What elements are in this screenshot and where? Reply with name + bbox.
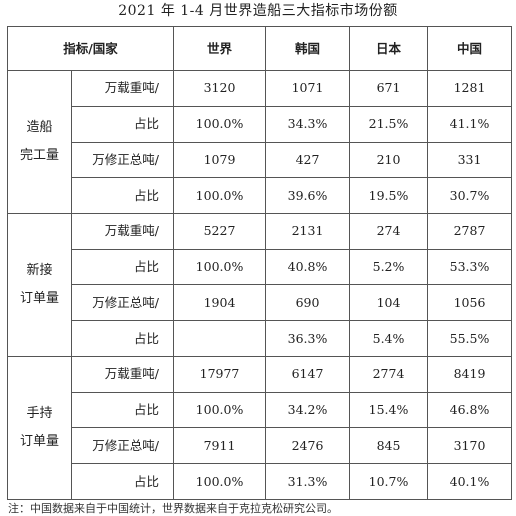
world-value-cell [173, 320, 267, 357]
japan-value-cell: 210 [349, 141, 429, 179]
table-row: 新接 订单量 万载重吨/5227 2131 274 2787 [7, 213, 513, 357]
china-value-cell: 1056 [427, 284, 513, 322]
china-value-cell: 30.7% [427, 177, 513, 214]
metric-group-line2: 订单量 [19, 290, 59, 306]
metric-group-line1: 新接 [26, 262, 53, 278]
world-value-cell: 7911 [173, 427, 267, 465]
metric-group-label: 手持 订单量 [7, 355, 72, 501]
unit-cell: 万修正总吨/ [70, 284, 175, 322]
china-value-cell: 55.5% [427, 320, 513, 357]
japan-value-cell: 5.2% [349, 248, 429, 286]
korea-value-cell: 34.3% [265, 105, 351, 143]
metric-group-line2: 完工量 [19, 148, 59, 164]
table-row: 万修正总吨/1904 690 104 1056 [8, 284, 513, 322]
metric-group-label: 造船 完工量 [7, 70, 72, 214]
world-value-cell: 100.0% [173, 463, 267, 500]
china-value-cell: 331 [427, 141, 513, 179]
china-value-cell: 46.8% [427, 391, 513, 429]
table-row: 手持 订单量 万载重吨/17977 6147 2774 8419 [7, 355, 513, 501]
japan-value-cell: 2774 [349, 355, 429, 393]
world-value-cell: 100.0% [173, 248, 267, 286]
japan-value-cell: 671 [349, 70, 429, 107]
japan-value-cell: 5.4% [349, 320, 429, 357]
japan-value-cell: 15.4% [349, 391, 429, 429]
korea-value-cell: 690 [265, 284, 351, 322]
world-value-cell: 100.0% [173, 391, 267, 429]
korea-value-cell: 6147 [265, 355, 351, 393]
table-row: 万修正总吨/1079 427 210 331 [8, 141, 513, 179]
world-value-cell: 17977 [173, 355, 267, 393]
korea-value-cell: 2476 [265, 427, 351, 465]
china-value-cell: 40.1% [427, 463, 513, 500]
footnote: 注：中国数据来自于中国统计，世界数据来自于克拉克松研究公司。 [8, 502, 338, 515]
metric-group-line2: 订单量 [19, 433, 59, 449]
unit-cell: 万修正总吨/ [70, 141, 175, 179]
metric-group-label: 新接 订单量 [7, 213, 72, 357]
korea-value-cell: 39.6% [265, 177, 351, 214]
header-japan: 日本 [349, 25, 429, 72]
table-row: 占比 100.0% 40.8% 5.2% 53.3% [8, 248, 513, 286]
table-row: 造船 完工量 万载重吨/3120 1071 671 1281 [7, 70, 513, 214]
japan-value-cell: 845 [349, 427, 429, 465]
table-row: 占比 100.0% 34.3% 21.5% 41.1% [8, 105, 513, 143]
japan-value-cell: 19.5% [349, 177, 429, 214]
market-share-table: 指标/国家 世界 韩国 日本 中国 造船 完工量 万载重吨/3120 1071 671 1… [6, 25, 513, 501]
korea-value-cell: 2131 [265, 213, 351, 250]
japan-value-cell: 274 [349, 213, 429, 250]
table-row: 万修正总吨/7911 2476 845 3170 [8, 427, 513, 465]
japan-value-cell: 21.5% [349, 105, 429, 143]
unit-cell: 万载重吨/ [70, 355, 175, 393]
world-value-cell: 1904 [173, 284, 267, 322]
world-value-cell: 1079 [173, 141, 267, 179]
korea-value-cell: 1071 [265, 70, 351, 107]
world-value-cell: 100.0% [173, 105, 267, 143]
world-value-cell: 5227 [173, 213, 267, 250]
korea-value-cell: 31.3% [265, 463, 351, 500]
japan-value-cell: 104 [349, 284, 429, 322]
unit-cell: 占比 [70, 105, 175, 143]
korea-value-cell: 427 [265, 141, 351, 179]
header-china: 中国 [427, 25, 513, 72]
korea-value-cell: 40.8% [265, 248, 351, 286]
unit-cell: 占比 [70, 320, 175, 357]
metric-group-line1: 手持 [26, 405, 53, 421]
china-value-cell: 1281 [427, 70, 513, 107]
header-metric-country: 指标/国家 [6, 25, 175, 72]
unit-cell: 万载重吨/ [70, 213, 175, 250]
korea-value-cell: 34.2% [265, 391, 351, 429]
china-value-cell: 2787 [427, 213, 513, 250]
china-value-cell: 53.3% [427, 248, 513, 286]
china-value-cell: 41.1% [427, 105, 513, 143]
header-korea: 韩国 [265, 25, 351, 72]
table-row: 占比 100.0% 31.3% 10.7% 40.1% [8, 463, 513, 500]
unit-cell: 占比 [70, 463, 175, 500]
china-value-cell: 3170 [427, 427, 513, 465]
header-row: 指标/国家 世界 韩国 日本 中国 [6, 25, 513, 72]
unit-cell: 万载重吨/ [70, 70, 175, 107]
metric-group-line1: 造船 [26, 120, 53, 136]
world-value-cell: 100.0% [173, 177, 267, 214]
unit-cell: 占比 [70, 391, 175, 429]
header-world: 世界 [173, 25, 267, 72]
unit-cell: 占比 [70, 177, 175, 214]
table-row: 占比 100.0% 34.2% 15.4% 46.8% [8, 391, 513, 429]
world-value-cell: 3120 [173, 70, 267, 107]
korea-value-cell: 36.3% [265, 320, 351, 357]
japan-value-cell: 10.7% [349, 463, 429, 500]
unit-cell: 占比 [70, 248, 175, 286]
table-row: 占比 36.3% 5.4% 55.5% [8, 320, 513, 357]
china-value-cell: 8419 [427, 355, 513, 393]
table-title: 2021 年 1-4 月世界造船三大指标市场份额 [118, 3, 398, 19]
unit-cell: 万修正总吨/ [70, 427, 175, 465]
table-row: 占比 100.0% 39.6% 19.5% 30.7% [8, 177, 513, 214]
